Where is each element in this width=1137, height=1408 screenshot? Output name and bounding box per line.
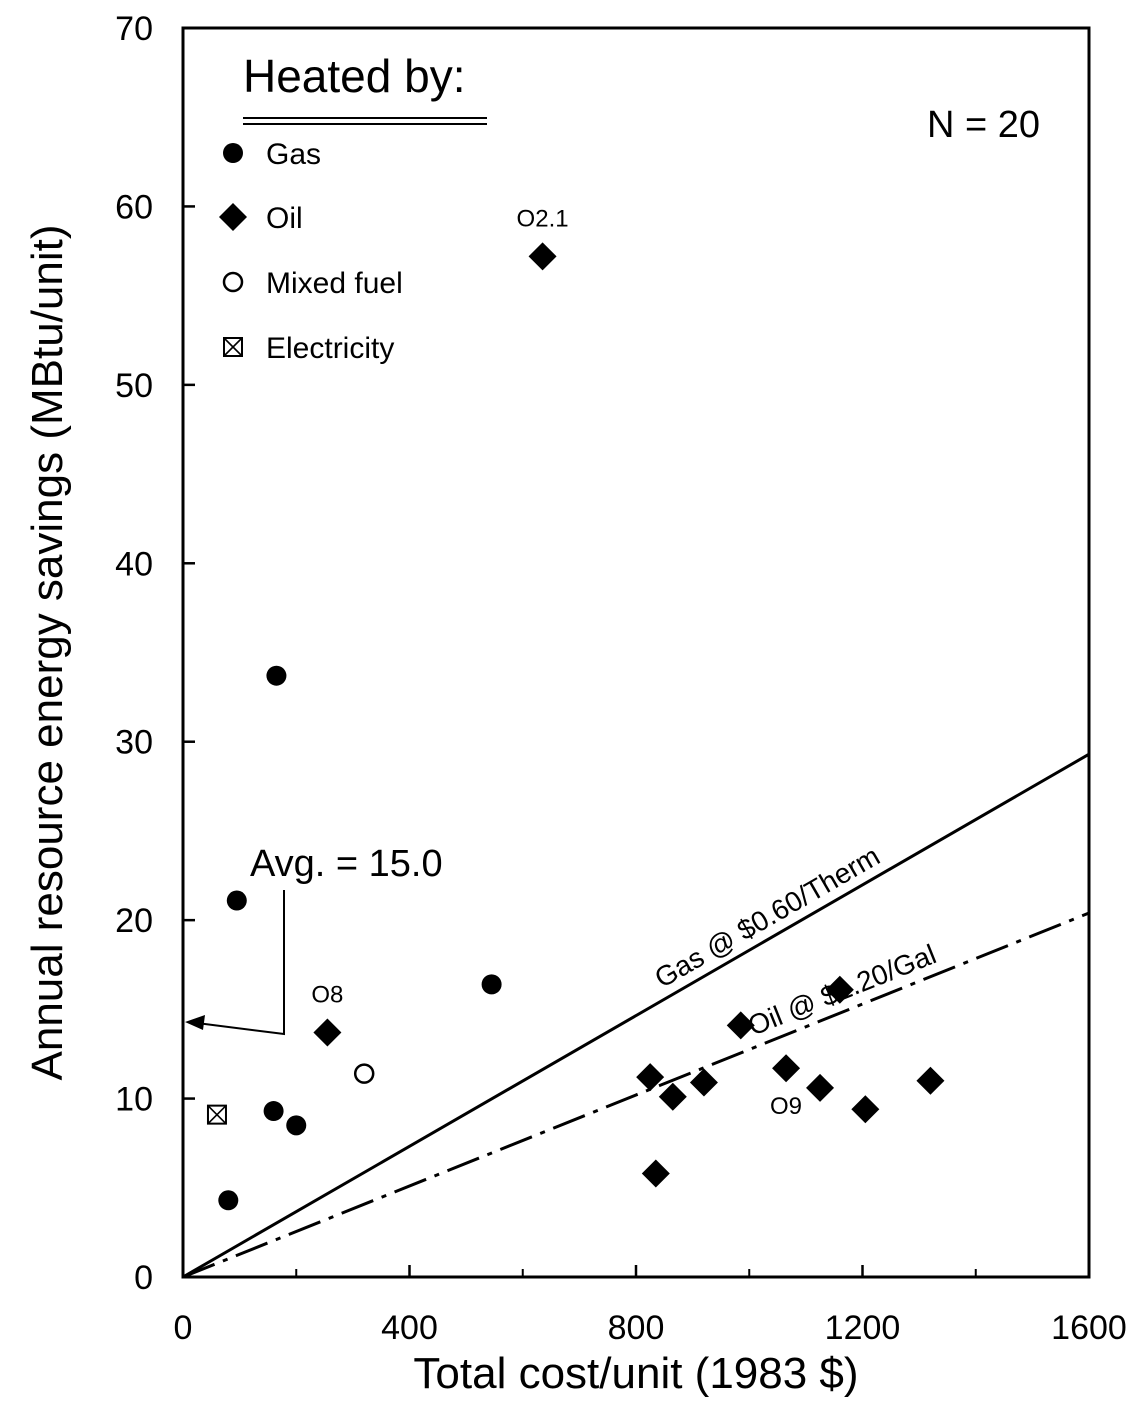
marker-shape: [313, 1018, 342, 1047]
gas-point: [286, 1115, 307, 1136]
marker-cross: [223, 337, 243, 357]
average-pointer: [196, 890, 285, 1036]
marker-shape: [772, 1054, 801, 1083]
axes-group: 0 400 800 1200 1600 0 10 20 30 40 50 60 70 Total cost…: [23, 10, 1127, 1398]
marker-shape: [636, 1063, 665, 1092]
oil-point: [851, 1095, 880, 1124]
legend-label-oil: Oil: [266, 202, 303, 235]
oil-reference-line: [182, 911, 1090, 1279]
gas-point: [266, 665, 287, 686]
legend-marker-gas: [223, 143, 243, 163]
marker-shape: [219, 203, 247, 231]
annotations-group: O2.1 O8 O9 N = 20 Avg. = 15.0: [185, 104, 1040, 1120]
electricity-point: [206, 1104, 227, 1125]
y-tick-label: 50: [115, 367, 153, 405]
marker-shape: [825, 975, 854, 1004]
legend-marker-oil: [219, 203, 247, 231]
oil-point: [641, 1159, 670, 1188]
y-tick-label: 20: [115, 902, 153, 940]
average-arrowhead: [185, 1015, 205, 1030]
point-label: O2.1: [517, 205, 569, 232]
point-label: O8: [311, 982, 343, 1009]
x-tick-label: 1600: [1051, 1309, 1127, 1347]
x-axis-title: Total cost/unit (1983 $): [413, 1349, 858, 1398]
oil-point: [772, 1054, 801, 1083]
legend-title: Heated by:: [243, 50, 465, 102]
legend-label-electricity: Electricity: [266, 332, 394, 365]
marker-shape: [353, 1063, 375, 1084]
average-label: Avg. = 15.0: [250, 843, 443, 885]
mixed-fuel-point: [353, 1063, 375, 1084]
y-tick-label: 60: [115, 188, 153, 226]
legend-group: Heated by: Gas Oil Mixed fuel Electricity: [219, 50, 487, 365]
marker-shape: [726, 1011, 755, 1040]
gas-point: [218, 1190, 239, 1211]
y-tick-label: 70: [115, 10, 153, 48]
legend-label-gas: Gas: [266, 138, 321, 171]
y-axis-title: Annual resource energy savings (MBtu/uni…: [23, 225, 72, 1081]
marker-shape: [641, 1159, 670, 1188]
marker-shape: [223, 143, 243, 163]
marker-shape: [266, 665, 287, 686]
x-tick-label: 1200: [825, 1309, 901, 1347]
marker-shape: [806, 1073, 835, 1102]
sample-size-label: N = 20: [927, 104, 1040, 146]
marker-shape: [263, 1101, 284, 1122]
point-label: O9: [770, 1093, 802, 1120]
oil-point: [689, 1068, 718, 1097]
marker-shape: [689, 1068, 718, 1097]
marker-shape: [851, 1095, 880, 1124]
oil-point: [313, 1018, 342, 1047]
plot-frame: [181, 26, 1091, 1279]
marker-shape: [528, 242, 557, 271]
data-points-group: [206, 242, 945, 1211]
gas-point: [481, 974, 502, 995]
y-tick-label: 40: [115, 545, 153, 583]
gas-point: [263, 1101, 284, 1122]
y-tick-label: 0: [134, 1259, 153, 1297]
y-tick-label: 30: [115, 724, 153, 762]
oil-point: [825, 975, 854, 1004]
x-tick-label: 800: [608, 1309, 665, 1347]
marker-shape: [218, 1190, 239, 1211]
marker-shape: [226, 890, 247, 911]
gas-reference-line: [182, 752, 1090, 1279]
x-tick-label: 400: [381, 1309, 438, 1347]
legend-marker-electricity: [223, 337, 243, 357]
legend-marker-mixed-fuel: [222, 271, 244, 293]
x-tick-label: 0: [174, 1309, 193, 1347]
oil-point: [726, 1011, 755, 1040]
oil-point: [636, 1063, 665, 1092]
gas-point: [226, 890, 247, 911]
oil-point: [916, 1066, 945, 1095]
marker-shape: [481, 974, 502, 995]
marker-shape: [222, 271, 244, 293]
marker-shape: [658, 1082, 687, 1111]
oil-point: [658, 1082, 687, 1111]
y-tick-label: 10: [115, 1081, 153, 1119]
marker-shape: [286, 1115, 307, 1136]
marker-cross: [207, 1105, 227, 1125]
oil-point: [806, 1073, 835, 1102]
marker-shape: [916, 1066, 945, 1095]
legend-label-mixed-fuel: Mixed fuel: [266, 267, 403, 300]
oil-point: [528, 242, 557, 271]
